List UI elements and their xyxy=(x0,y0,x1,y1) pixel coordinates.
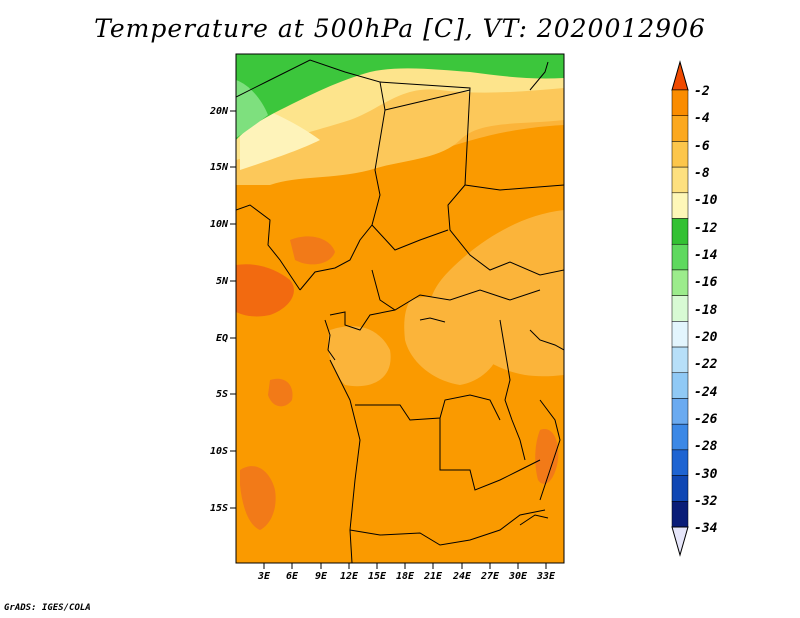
border-coast xyxy=(329,359,361,563)
colorbar-segment xyxy=(671,449,689,476)
field-m14-m16 xyxy=(236,80,268,138)
border-car-north xyxy=(371,224,449,251)
lon-tick-label: 9E xyxy=(315,571,328,582)
colorbar-segments xyxy=(671,89,689,528)
border-namibia xyxy=(349,509,546,546)
border-kenya-uganda xyxy=(529,329,564,351)
colorbar-label: -28 xyxy=(694,439,718,454)
colorbar-label: -18 xyxy=(694,303,718,318)
border-tanzania-malawi xyxy=(539,399,561,501)
lon-tick-label: 24E xyxy=(452,571,472,582)
colorbar-label: -26 xyxy=(694,412,718,427)
field-gulf-guinea-warm xyxy=(236,264,294,317)
field-se-warm xyxy=(535,429,559,484)
colorbar: -2 -4 -6 -8 -10 -12 -14 -16 -18 -20 -22 … xyxy=(671,60,718,557)
colorbar-label: -4 xyxy=(694,111,710,126)
border-libya xyxy=(384,89,471,111)
colorbar-segment xyxy=(671,269,689,296)
border-sudan-south xyxy=(464,184,564,191)
colorbar-top-arrow xyxy=(671,60,689,91)
colorbar-label: -34 xyxy=(694,521,718,536)
field-nigeria-warm xyxy=(290,236,335,265)
chart-title: Temperature at 500hPa [C], VT: 202001290… xyxy=(94,14,706,43)
colorbar-segment xyxy=(671,501,689,528)
border-gabon-north xyxy=(329,309,396,331)
colorbar-segment xyxy=(671,398,689,425)
colorbar-segment xyxy=(671,295,689,322)
colorbar-label: -24 xyxy=(694,385,718,400)
colorbar-segment xyxy=(671,243,689,271)
colorbar-label: -32 xyxy=(694,494,718,509)
colorbar-segment xyxy=(671,166,689,194)
lat-tick-label: 15N xyxy=(210,162,229,173)
colorbar-segment xyxy=(671,321,689,348)
colorbar-label: -20 xyxy=(694,330,718,345)
lon-tick-label: 30E xyxy=(508,571,528,582)
colorbar-segment xyxy=(671,218,689,245)
colorbar-label: -30 xyxy=(694,467,718,482)
field-m12-m14 xyxy=(236,54,564,140)
colorbar-segment xyxy=(671,346,689,374)
field-congo-patch xyxy=(328,326,391,387)
lon-tick-label: 6E xyxy=(286,571,299,582)
map-frame xyxy=(235,53,565,564)
colorbar-label: -22 xyxy=(694,357,718,372)
colorbar-label: -10 xyxy=(694,193,718,208)
lat-tick-label: 5S xyxy=(216,389,228,400)
colorbar-label: -8 xyxy=(694,166,710,181)
lon-tick-label: 12E xyxy=(340,571,359,582)
border-drc-angola xyxy=(355,394,501,421)
colorbar-segment xyxy=(671,423,689,451)
border-chad-sudan xyxy=(379,81,564,276)
border-niger-chad xyxy=(236,59,386,291)
lon-tick-label: 15E xyxy=(368,571,387,582)
colorbar-label: -14 xyxy=(694,248,718,263)
field-sw-warm xyxy=(240,466,276,530)
border-angola-zambia xyxy=(439,418,541,491)
lon-tick-label: 3E xyxy=(257,571,271,582)
colorbar-segment xyxy=(671,89,689,116)
field-atlantic-warm xyxy=(268,378,293,407)
lat-tick-label: 15S xyxy=(210,503,228,514)
lon-tick-label: 21E xyxy=(423,571,443,582)
colorbar-segment xyxy=(671,192,689,219)
country-borders xyxy=(236,59,564,563)
lat-tick-label: EQ xyxy=(216,333,228,344)
temperature-field xyxy=(236,54,564,563)
lat-tick-label: 5N xyxy=(216,276,229,287)
latitude-axis: 20N 15N 10N 5N EQ 5S 10S 15S xyxy=(209,106,236,514)
colorbar-segment xyxy=(671,372,689,399)
colorbar-segment xyxy=(671,475,689,502)
colorbar-bottom-arrow xyxy=(671,526,689,557)
lat-tick-label: 10S xyxy=(210,446,228,457)
colorbar-segment xyxy=(671,115,689,142)
colorbar-label: -12 xyxy=(694,221,718,236)
colorbar-label: -2 xyxy=(694,84,710,99)
border-great-lakes xyxy=(499,319,526,461)
red-sea-coast xyxy=(529,61,549,91)
lake-mark-2 xyxy=(519,514,549,526)
lake-mark-1 xyxy=(419,317,446,323)
lon-tick-label: 18E xyxy=(396,571,415,582)
colorbar-label: -6 xyxy=(694,139,710,154)
credit-text: GrADS: IGES/COLA xyxy=(4,603,91,613)
border-eq-guinea xyxy=(324,319,336,361)
colorbar-label: -16 xyxy=(694,275,718,290)
lat-tick-label: 10N xyxy=(210,219,229,230)
colorbar-segment xyxy=(671,141,689,168)
longitude-axis: 3E 6E 9E 12E 15E 18E 21E 24E 27E 30E 33E xyxy=(257,563,556,582)
border-car-south xyxy=(371,269,541,311)
lon-tick-label: 27E xyxy=(480,571,500,582)
colorbar-labels: -2 -4 -6 -8 -10 -12 -14 -16 -18 -20 -22 … xyxy=(694,84,718,536)
lon-tick-label: 33E xyxy=(536,571,556,582)
border-west xyxy=(236,204,301,291)
lat-tick-label: 20N xyxy=(209,106,229,117)
